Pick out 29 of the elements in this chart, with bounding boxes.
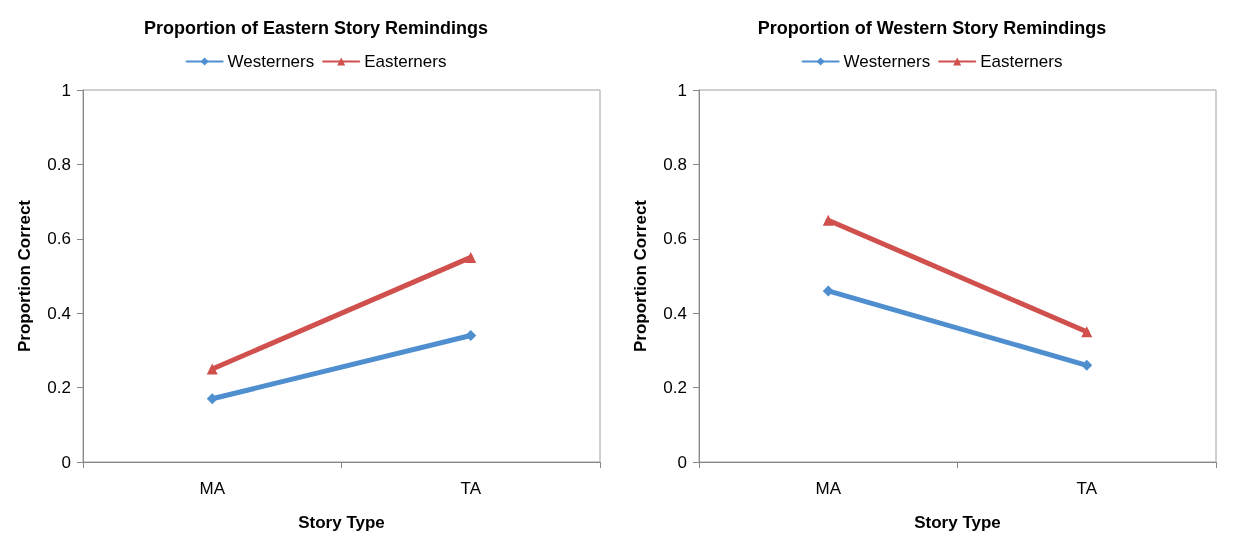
- x-axis-title: Story Type: [914, 513, 1001, 532]
- x-tick-label: MA: [815, 479, 842, 498]
- x-axis-title: Story Type: [298, 513, 385, 532]
- legend-label: Westerners: [843, 52, 931, 71]
- point: [1081, 359, 1093, 371]
- y-tick-label: 0: [61, 452, 71, 472]
- point: [822, 285, 834, 297]
- y-tick-label: 0.6: [47, 229, 71, 249]
- y-tick-label: 0.8: [663, 154, 687, 174]
- y-tick-label: 0.2: [47, 378, 71, 398]
- x-tick-label: MA: [199, 479, 226, 498]
- legend-label: Easterners: [364, 52, 447, 71]
- x-tick-label: TA: [460, 479, 482, 498]
- y-tick-label: 0.4: [663, 303, 687, 323]
- legend-label: Westerners: [227, 52, 315, 71]
- legend-label: Easterners: [980, 52, 1063, 71]
- y-tick-label: 0.8: [47, 154, 71, 174]
- y-tick-label: 1: [677, 80, 687, 100]
- y-tick-label: 0.6: [663, 229, 687, 249]
- y-axis-title: Proportion Correct: [15, 199, 34, 353]
- chart-title: Proportion of Western Story Remindings: [757, 18, 1107, 38]
- y-tick-label: 1: [61, 80, 71, 100]
- chart-title: Proportion of Eastern Story Remindings: [143, 18, 489, 38]
- y-axis-title: Proportion Correct: [631, 199, 650, 353]
- x-tick-label: TA: [1076, 479, 1098, 498]
- point: [206, 393, 218, 405]
- y-tick-label: 0: [677, 452, 687, 472]
- y-tick-label: 0.4: [47, 303, 71, 323]
- y-tick-label: 0.2: [663, 378, 687, 398]
